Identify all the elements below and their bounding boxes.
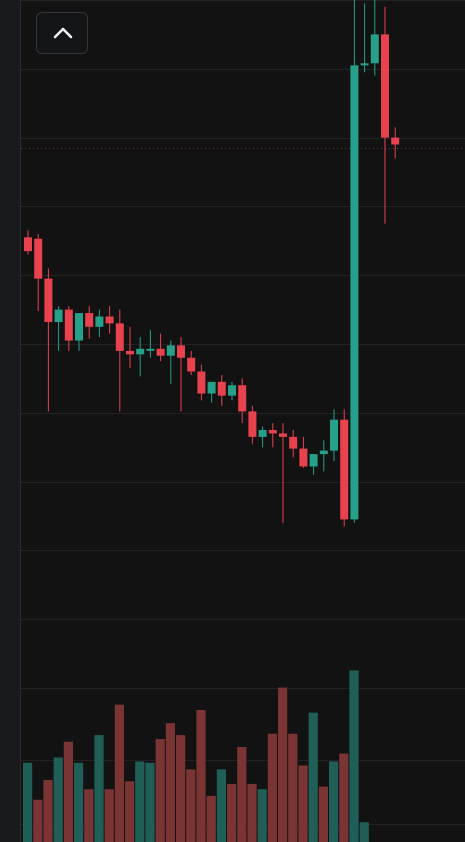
volume-bar [257, 789, 267, 842]
candle-body [44, 278, 53, 322]
volume-bar [359, 822, 369, 842]
candle-body [95, 316, 104, 327]
volume-bar [53, 757, 63, 842]
candle-body [309, 454, 318, 467]
candle-body [24, 237, 32, 252]
volume-bar [216, 769, 226, 842]
volume-bar [63, 741, 73, 842]
left-price-strip [0, 0, 20, 842]
candle-body [340, 419, 349, 520]
volume-bar [349, 670, 359, 842]
candle-body [115, 323, 124, 351]
candle-body [146, 348, 155, 351]
candle-body [228, 385, 236, 396]
volume-bar [237, 746, 247, 842]
volume-bar [155, 739, 165, 842]
candle-body [85, 313, 94, 327]
volume-bar [176, 735, 186, 842]
candle-body [217, 381, 226, 396]
candle-body [289, 436, 298, 449]
volume-bar [23, 762, 33, 842]
candle-body [279, 433, 287, 437]
volume-bar [84, 789, 94, 842]
candle-body [197, 371, 206, 394]
chevron-up-icon [53, 27, 73, 39]
volume-bar [227, 783, 237, 842]
volume-bar [339, 753, 349, 842]
volume-bar [247, 783, 257, 842]
candle-body [258, 430, 267, 437]
collapse-button[interactable] [36, 12, 88, 54]
candle-body [166, 345, 175, 356]
candle-body [391, 137, 400, 145]
candle-body [299, 448, 308, 467]
volume-bar [125, 781, 135, 842]
volume-bar [114, 704, 124, 842]
candle-body [381, 34, 389, 138]
candle-body [64, 309, 73, 341]
candle-body [34, 238, 43, 279]
candle-body [54, 309, 63, 322]
candle-body [177, 345, 185, 358]
volume-bar [165, 723, 175, 842]
candle-body [105, 316, 114, 324]
candle-body [268, 430, 277, 434]
volume-bar [104, 789, 114, 842]
volume-bar [43, 779, 53, 842]
volume-bar [94, 735, 104, 842]
volume-bar [196, 710, 206, 842]
left-divider [20, 0, 21, 842]
candle-body [75, 313, 83, 341]
candle-body [319, 450, 328, 455]
volume-bar [308, 712, 318, 842]
candle-body [207, 381, 216, 394]
candle-body [126, 350, 134, 355]
candle-body [370, 34, 379, 64]
candle-body [248, 411, 257, 437]
volume-bar [298, 765, 308, 842]
volume-bar [145, 762, 155, 842]
volume-bar [278, 687, 288, 842]
candle-body [187, 357, 196, 372]
volume-bar [267, 733, 277, 842]
candle-body [156, 348, 165, 356]
volume-bar [329, 761, 339, 842]
volume-bar [288, 733, 298, 842]
volume-bar [74, 762, 84, 842]
volume-bar [318, 786, 328, 842]
candle-body [330, 419, 338, 451]
volume-bar [186, 769, 196, 842]
candle-body [360, 63, 369, 66]
candle-body [350, 65, 359, 520]
volume-bar [206, 795, 216, 842]
candle-body [136, 348, 145, 355]
volume-bar [135, 761, 145, 842]
volume-bar [33, 799, 43, 842]
candle-body [238, 385, 247, 412]
